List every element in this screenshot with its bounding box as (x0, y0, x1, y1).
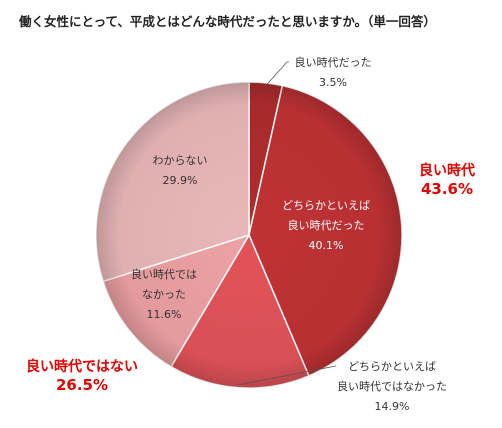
leader-line (239, 365, 337, 386)
slice-value-label: 3.5% (319, 76, 347, 89)
slice-value-label: 14.9% (375, 400, 410, 413)
group-label-name: 良い時代 (419, 162, 475, 179)
chart-title: 働く女性にとって、平成とはどんな時代だったと思いますか。（単一回答） (19, 14, 436, 29)
group-label-name: 良い時代ではない (26, 358, 138, 375)
leader-line (265, 61, 289, 87)
slice-category-label: どちらかといえば (348, 360, 436, 373)
slice-category-label: なかった (142, 288, 186, 301)
slice-value-label: 29.9% (163, 174, 198, 187)
group-label-value: 26.5% (56, 376, 108, 394)
slice-value-label: 11.6% (147, 308, 182, 321)
group-label-value: 43.6% (421, 180, 473, 198)
slice-category-label: わからない (153, 154, 208, 167)
slice-category-label: 良い時代ではなかった (337, 379, 447, 393)
slice-category-label: どちらかといえば (282, 199, 370, 212)
slice-category-label: 良い時代だった (288, 218, 365, 232)
slice-value-label: 40.1% (309, 239, 344, 252)
slice-category-label: 良い時代では (131, 267, 197, 281)
slice-category-label: 良い時代だった (295, 55, 372, 69)
